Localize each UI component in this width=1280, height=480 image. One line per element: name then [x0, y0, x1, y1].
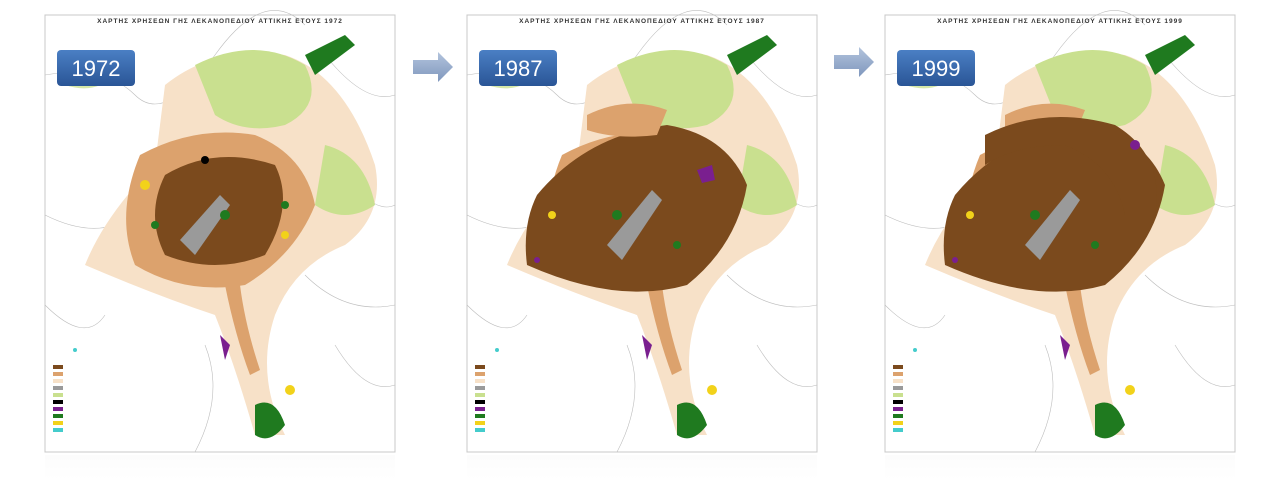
reflection — [0, 455, 1280, 480]
year-badge — [897, 50, 975, 86]
arrow — [834, 47, 874, 77]
year-label: 1987 — [494, 56, 543, 81]
map-panel: ΧΑΡΤΗΣ ΧΡΗΣΕΩΝ ΓΗΣ ΛΕΚΑΝΟΠΕΔΙΟΥ ΑΤΤΙΚΗΣ … — [44, 9, 396, 453]
map-title: ΧΑΡΤΗΣ ΧΡΗΣΕΩΝ ΓΗΣ ΛΕΚΑΝΟΠΕΔΙΟΥ ΑΤΤΙΚΗΣ … — [97, 18, 343, 25]
year-label: 1972 — [72, 56, 121, 81]
year-badge — [57, 50, 135, 86]
map-panel: ΧΑΡΤΗΣ ΧΡΗΣΕΩΝ ΓΗΣ ΛΕΚΑΝΟΠΕΔΙΟΥ ΑΤΤΙΚΗΣ … — [884, 9, 1236, 453]
map-panel: ΧΑΡΤΗΣ ΧΡΗΣΕΩΝ ΓΗΣ ΛΕΚΑΝΟΠΕΔΙΟΥ ΑΤΤΙΚΗΣ … — [466, 9, 818, 453]
map-title: ΧΑΡΤΗΣ ΧΡΗΣΕΩΝ ΓΗΣ ΛΕΚΑΝΟΠΕΔΙΟΥ ΑΤΤΙΚΗΣ … — [519, 18, 765, 25]
year-badge — [479, 50, 557, 86]
year-label: 1999 — [912, 56, 961, 81]
map-title: ΧΑΡΤΗΣ ΧΡΗΣΕΩΝ ΓΗΣ ΛΕΚΑΝΟΠΕΔΙΟΥ ΑΤΤΙΚΗΣ … — [937, 18, 1183, 25]
arrow — [413, 52, 453, 82]
